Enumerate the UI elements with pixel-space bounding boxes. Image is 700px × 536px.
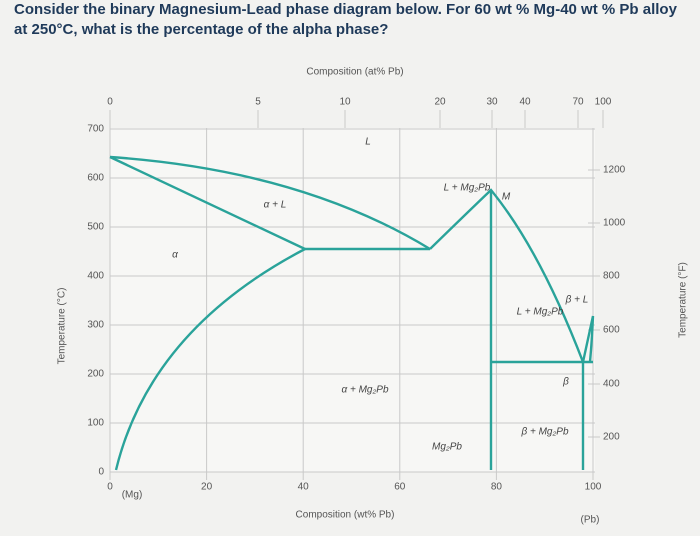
phase-boundaries (109, 155, 595, 471)
x-tick-label: 80 (491, 482, 503, 493)
x-tick-label: 40 (298, 482, 310, 493)
beta-boundaries (581, 315, 595, 470)
y-tick-label: 300 (87, 320, 104, 331)
region-label: M (502, 192, 511, 203)
y-tick-label: 0 (98, 467, 104, 478)
mg-label: (Mg) (122, 490, 143, 501)
top-axis-title: Composition (at% Pb) (306, 67, 403, 78)
plot-area (110, 128, 595, 472)
right-tick-label: 1200 (603, 165, 626, 176)
y-tick-label: 500 (87, 222, 104, 233)
liquidus (109, 155, 431, 251)
top-tick-label: 10 (339, 97, 351, 108)
x-tick-label: 100 (585, 482, 602, 493)
y-tick-label: 400 (87, 271, 104, 282)
question: Consider the binary Magnesium-Lead phase… (14, 1, 677, 38)
liquidus-right (429, 188, 585, 363)
solidus (109, 155, 306, 251)
right-tick-label: 600 (603, 325, 620, 336)
top-tick-label: 20 (434, 97, 446, 108)
region-label: β + L (565, 295, 589, 306)
top-tick-label: 0 (107, 97, 113, 108)
y-tick-label: 100 (87, 418, 104, 429)
region-label: β + Mg₂Pb (520, 427, 568, 438)
top-tick-label: 70 (572, 97, 584, 108)
region-label: Mg₂Pb (432, 442, 462, 453)
pb-label: (Pb) (581, 515, 600, 526)
region-label: β (562, 377, 569, 388)
region-label: L + Mg₂Pb (517, 307, 564, 318)
x-tick-label: 0 (107, 482, 113, 493)
grid (109, 110, 604, 480)
top-tick-label: 30 (486, 97, 498, 108)
right-tick-label: 1000 (603, 218, 626, 229)
top-tick-label: 40 (519, 97, 531, 108)
right-axis-title: Temperature (°F) (678, 262, 689, 338)
y-tick-label: 700 (87, 124, 104, 135)
region-label: α + Mg₂Pb (341, 385, 388, 396)
x-tick-label: 20 (201, 482, 213, 493)
bottom-axis-title: Composition (wt% Pb) (296, 510, 395, 521)
top-tick-label: 100 (595, 97, 612, 108)
x-tick-label: 60 (394, 482, 406, 493)
y-tick-label: 600 (87, 173, 104, 184)
right-tick-label: 400 (603, 379, 620, 390)
right-tick-label: 800 (603, 271, 620, 282)
right-tick-label: 200 (603, 432, 620, 443)
region-label: L (365, 137, 371, 148)
y-tick-label: 200 (87, 369, 104, 380)
solvus (114, 247, 306, 471)
region-label: L + Mg₂Pb (444, 183, 491, 194)
left-axis-title: Temperature (°C) (57, 288, 68, 365)
top-tick-label: 5 (255, 97, 261, 108)
region-label: α (172, 250, 178, 261)
region-label: α + L (264, 200, 287, 211)
